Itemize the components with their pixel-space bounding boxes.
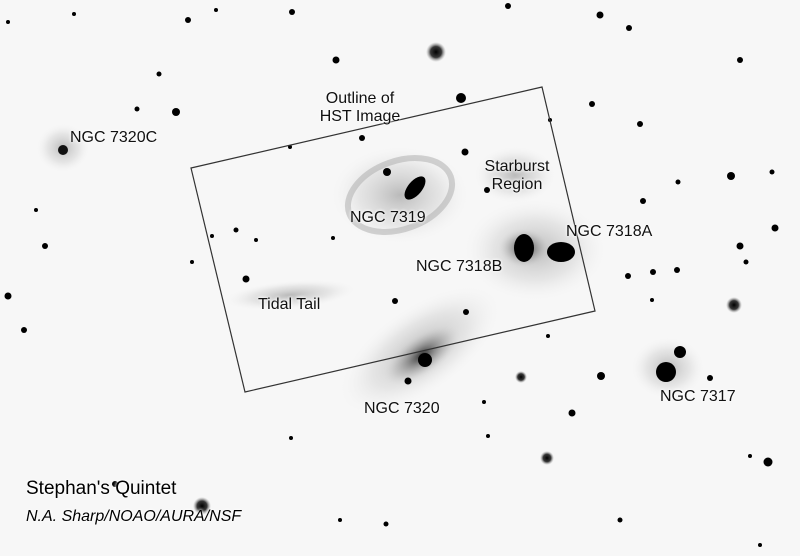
starburst-region bbox=[475, 147, 555, 203]
label-outline: Outline of HST Image bbox=[300, 90, 420, 126]
label-starburst-line1: Starburst bbox=[484, 158, 550, 175]
label-tidal-tail: Tidal Tail bbox=[258, 296, 321, 313]
label-ngc7320: NGC 7320 bbox=[364, 400, 440, 417]
galaxy-ngc7318 bbox=[465, 200, 605, 300]
galaxy-ngc7317 bbox=[632, 338, 704, 398]
label-starburst: Starburst Region bbox=[472, 158, 562, 194]
label-ngc7318b: NGC 7318B bbox=[416, 258, 503, 275]
image-credit: N.A. Sharp/NOAO/AURA/NSF bbox=[26, 508, 242, 525]
label-outline-line1: Outline of bbox=[325, 90, 395, 107]
label-starburst-line2: Region bbox=[491, 176, 543, 193]
label-ngc7319: NGC 7319 bbox=[350, 209, 426, 226]
label-outline-line2: HST Image bbox=[319, 108, 401, 125]
field-stars bbox=[4, 3, 779, 547]
galaxy-ngc7320c bbox=[37, 124, 89, 172]
bright-stars bbox=[193, 42, 742, 515]
galaxy-ngc7319 bbox=[332, 147, 468, 243]
label-ngc7320c: NGC 7320C bbox=[70, 129, 158, 146]
galaxy-ngc7320 bbox=[340, 287, 500, 413]
label-ngc7317: NGC 7317 bbox=[660, 388, 736, 405]
label-ngc7318a: NGC 7318A bbox=[566, 223, 653, 240]
image-title: Stephan's Quintet bbox=[26, 478, 177, 499]
hst-outline bbox=[190, 86, 596, 393]
tidal-tail bbox=[225, 279, 355, 311]
